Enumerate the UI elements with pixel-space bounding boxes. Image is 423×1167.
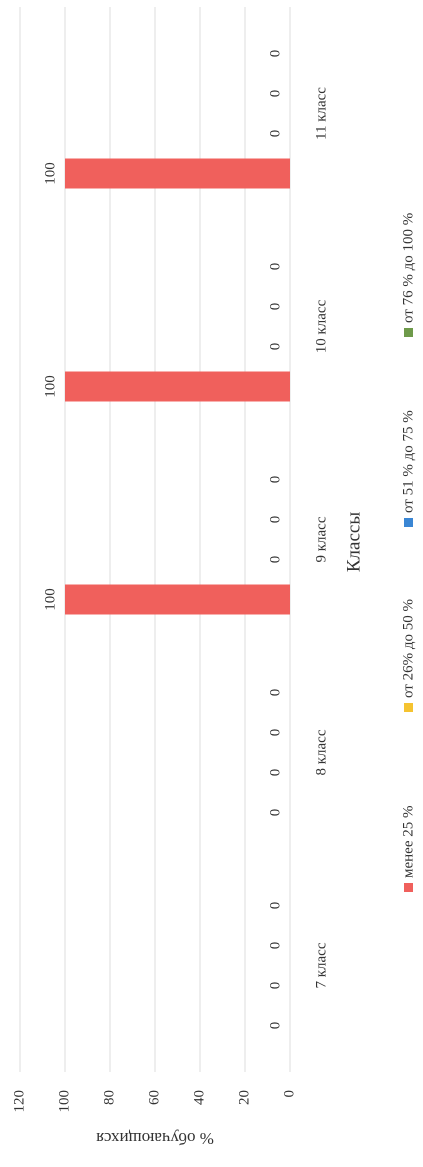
value-label: 0 — [267, 1022, 283, 1030]
value-label: 100 — [42, 588, 58, 611]
value-label: 0 — [267, 516, 283, 524]
x-axis-title: Классы — [343, 512, 364, 572]
x-tick-label: 11 класс — [313, 87, 329, 140]
value-label: 0 — [267, 303, 283, 311]
legend-label: менее 25 % — [400, 806, 416, 879]
value-label: 0 — [267, 476, 283, 484]
value-label: 0 — [267, 689, 283, 697]
x-tick-label: 8 класс — [313, 729, 329, 775]
y-tick-label: 20 — [236, 1090, 252, 1105]
value-label: 0 — [267, 769, 283, 777]
y-tick-label: 60 — [146, 1090, 162, 1105]
legend-swatch — [404, 703, 413, 712]
x-tick-label: 10 класс — [313, 299, 329, 353]
value-label: 0 — [267, 343, 283, 351]
value-label: 0 — [267, 556, 283, 564]
legend-swatch — [404, 328, 413, 337]
legend-label: от 26% до 50 % — [400, 599, 416, 698]
value-label: 0 — [267, 902, 283, 910]
value-label: 0 — [267, 982, 283, 990]
y-tick-label: 40 — [191, 1090, 207, 1105]
x-tick-label: 7 класс — [313, 942, 329, 988]
legend-label: от 76 % до 100 % — [400, 213, 416, 323]
rotated-chart: Классы % обучающихся 0 20 40 60 80 100 120 7 кл… — [11, 7, 416, 1148]
legend-label: от 51 % до 75 % — [400, 410, 416, 513]
x-tick-label: 9 класс — [313, 516, 329, 562]
value-label: 0 — [267, 50, 283, 58]
value-label: 100 — [42, 375, 58, 398]
value-label: 0 — [267, 942, 283, 950]
value-label: 0 — [267, 90, 283, 98]
legend-swatch — [404, 518, 413, 527]
value-label: 0 — [267, 263, 283, 271]
value-label: 0 — [267, 809, 283, 817]
value-label: 100 — [42, 162, 58, 185]
y-tick-label: 80 — [101, 1090, 117, 1105]
y-tick-label: 100 — [56, 1090, 72, 1113]
y-axis-title: % обучающихся — [96, 1129, 214, 1148]
value-label: 0 — [267, 130, 283, 138]
value-label: 0 — [267, 729, 283, 737]
bar — [65, 584, 290, 615]
bar — [65, 158, 290, 189]
y-tick-label: 0 — [281, 1090, 297, 1098]
y-tick-label: 120 — [11, 1090, 27, 1113]
legend-swatch — [404, 883, 413, 892]
bar — [65, 371, 290, 402]
